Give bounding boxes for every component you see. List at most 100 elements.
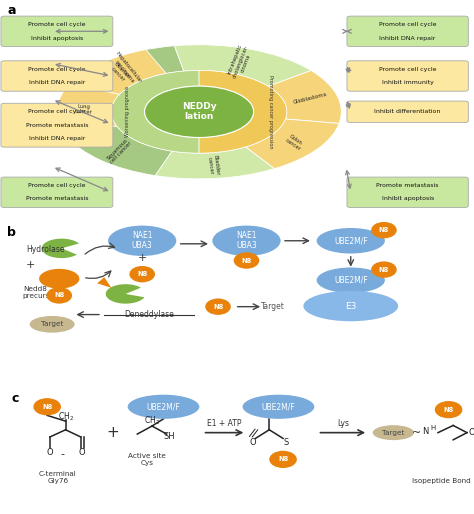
Text: N8: N8 [379,267,389,272]
Text: Promote metastasis: Promote metastasis [26,123,88,127]
Text: Inhibit immunity: Inhibit immunity [382,80,434,85]
Text: O: O [468,428,474,437]
Text: Inhibit apoptosis: Inhibit apoptosis [382,196,434,201]
Circle shape [371,222,397,238]
FancyBboxPatch shape [1,177,113,208]
FancyBboxPatch shape [347,16,468,46]
Polygon shape [106,284,144,304]
Ellipse shape [128,395,200,419]
Text: Bladder
cancer: Bladder cancer [207,155,220,176]
Wedge shape [174,45,311,86]
Text: c: c [12,392,19,406]
Circle shape [234,252,259,269]
Wedge shape [268,70,341,123]
Text: Promote metastasis: Promote metastasis [26,196,88,201]
Text: S: S [283,437,289,447]
Text: $\mathregular{CH_2}$: $\mathregular{CH_2}$ [57,411,73,423]
Text: UBE2M/F: UBE2M/F [146,402,181,411]
Ellipse shape [212,226,281,256]
Text: a: a [7,5,16,17]
Text: Hepatocellular
carcinoma: Hepatocellular carcinoma [110,51,143,88]
Text: Promote cell cycle: Promote cell cycle [379,67,437,72]
Text: N8: N8 [278,456,288,463]
Text: Hydrolase: Hydrolase [26,245,64,254]
Text: N8: N8 [379,227,389,233]
Text: Ovarian
cancer: Ovarian cancer [109,61,131,84]
Text: Promote cell cycle: Promote cell cycle [28,183,86,188]
FancyBboxPatch shape [347,61,468,91]
Ellipse shape [108,226,176,256]
Ellipse shape [317,228,385,253]
Text: UBE2M/F: UBE2M/F [334,236,368,245]
Text: Target: Target [41,321,64,327]
FancyBboxPatch shape [1,103,113,147]
Wedge shape [57,83,119,135]
Text: H: H [431,425,436,431]
Text: Worsening prognosis: Worsening prognosis [126,86,130,137]
FancyBboxPatch shape [1,61,113,91]
Ellipse shape [373,425,414,440]
Circle shape [145,86,254,138]
Text: +: + [137,253,147,263]
Text: Inhibit DNA repair: Inhibit DNA repair [380,35,436,41]
Text: O: O [46,448,53,457]
Text: N8: N8 [137,271,147,277]
Text: E1 + ATP: E1 + ATP [208,419,242,428]
Text: NAE1
UBA3: NAE1 UBA3 [132,231,153,250]
Ellipse shape [317,267,385,293]
Ellipse shape [303,291,398,321]
Text: Inhibit apoptosis: Inhibit apoptosis [31,35,83,41]
Text: -: - [60,449,64,459]
Circle shape [205,299,231,315]
Text: E3: E3 [345,302,356,310]
Text: NAE1
UBA3: NAE1 UBA3 [236,231,257,250]
Wedge shape [155,147,274,179]
Text: UBE2M/F: UBE2M/F [262,402,295,411]
Circle shape [435,401,462,418]
Text: b: b [7,226,16,238]
Text: Inhibit differentiation: Inhibit differentiation [374,109,441,114]
Text: Colon
cancer: Colon cancer [284,133,305,152]
FancyBboxPatch shape [347,101,468,122]
Text: Intrahepatic
cholangiocar-
cinoma: Intrahepatic cholangiocar- cinoma [226,42,255,81]
Text: Lung
cancer: Lung cancer [75,104,93,115]
Text: Promoting cancer progression: Promoting cancer progression [268,75,273,149]
Text: Isopeptide Bond: Isopeptide Bond [412,479,471,484]
Text: O: O [250,437,256,447]
Circle shape [46,287,72,304]
Circle shape [371,262,397,278]
Ellipse shape [243,395,314,419]
Text: Nedd8
precursor: Nedd8 precursor [23,286,57,299]
Ellipse shape [30,316,75,333]
Text: NEDDy
lation: NEDDy lation [182,102,217,121]
Text: N8: N8 [213,304,223,309]
Circle shape [269,451,297,468]
Text: Promote cell cycle: Promote cell cycle [28,22,86,27]
Wedge shape [67,46,184,96]
Text: Promote cell cycle: Promote cell cycle [28,109,86,114]
Text: Promote cell cycle: Promote cell cycle [28,67,86,72]
Wedge shape [199,70,287,153]
Text: Target: Target [261,302,284,311]
Text: SH: SH [164,432,175,442]
Text: ~: ~ [412,428,421,437]
Text: Inhibit DNA repair: Inhibit DNA repair [29,80,85,85]
Text: Target: Target [382,430,405,436]
Wedge shape [65,126,172,176]
Text: N: N [422,427,429,436]
Text: Inhibit DNA repair: Inhibit DNA repair [29,136,85,141]
FancyBboxPatch shape [1,16,113,46]
Wedge shape [70,50,166,94]
Text: Promote metastasis: Promote metastasis [376,183,439,188]
Text: Lys: Lys [337,419,349,428]
Text: +: + [26,260,36,270]
Text: Active site
Cys: Active site Cys [128,453,166,466]
Ellipse shape [39,269,80,288]
Circle shape [129,266,155,282]
Text: N8: N8 [241,258,252,264]
Wedge shape [246,119,339,169]
Text: UBE2M/F: UBE2M/F [334,276,368,285]
Text: Squamous
cell cancer: Squamous cell cancer [105,137,133,165]
Text: $\mathregular{CH_2}$: $\mathregular{CH_2}$ [144,415,160,428]
Text: N8: N8 [42,404,52,410]
